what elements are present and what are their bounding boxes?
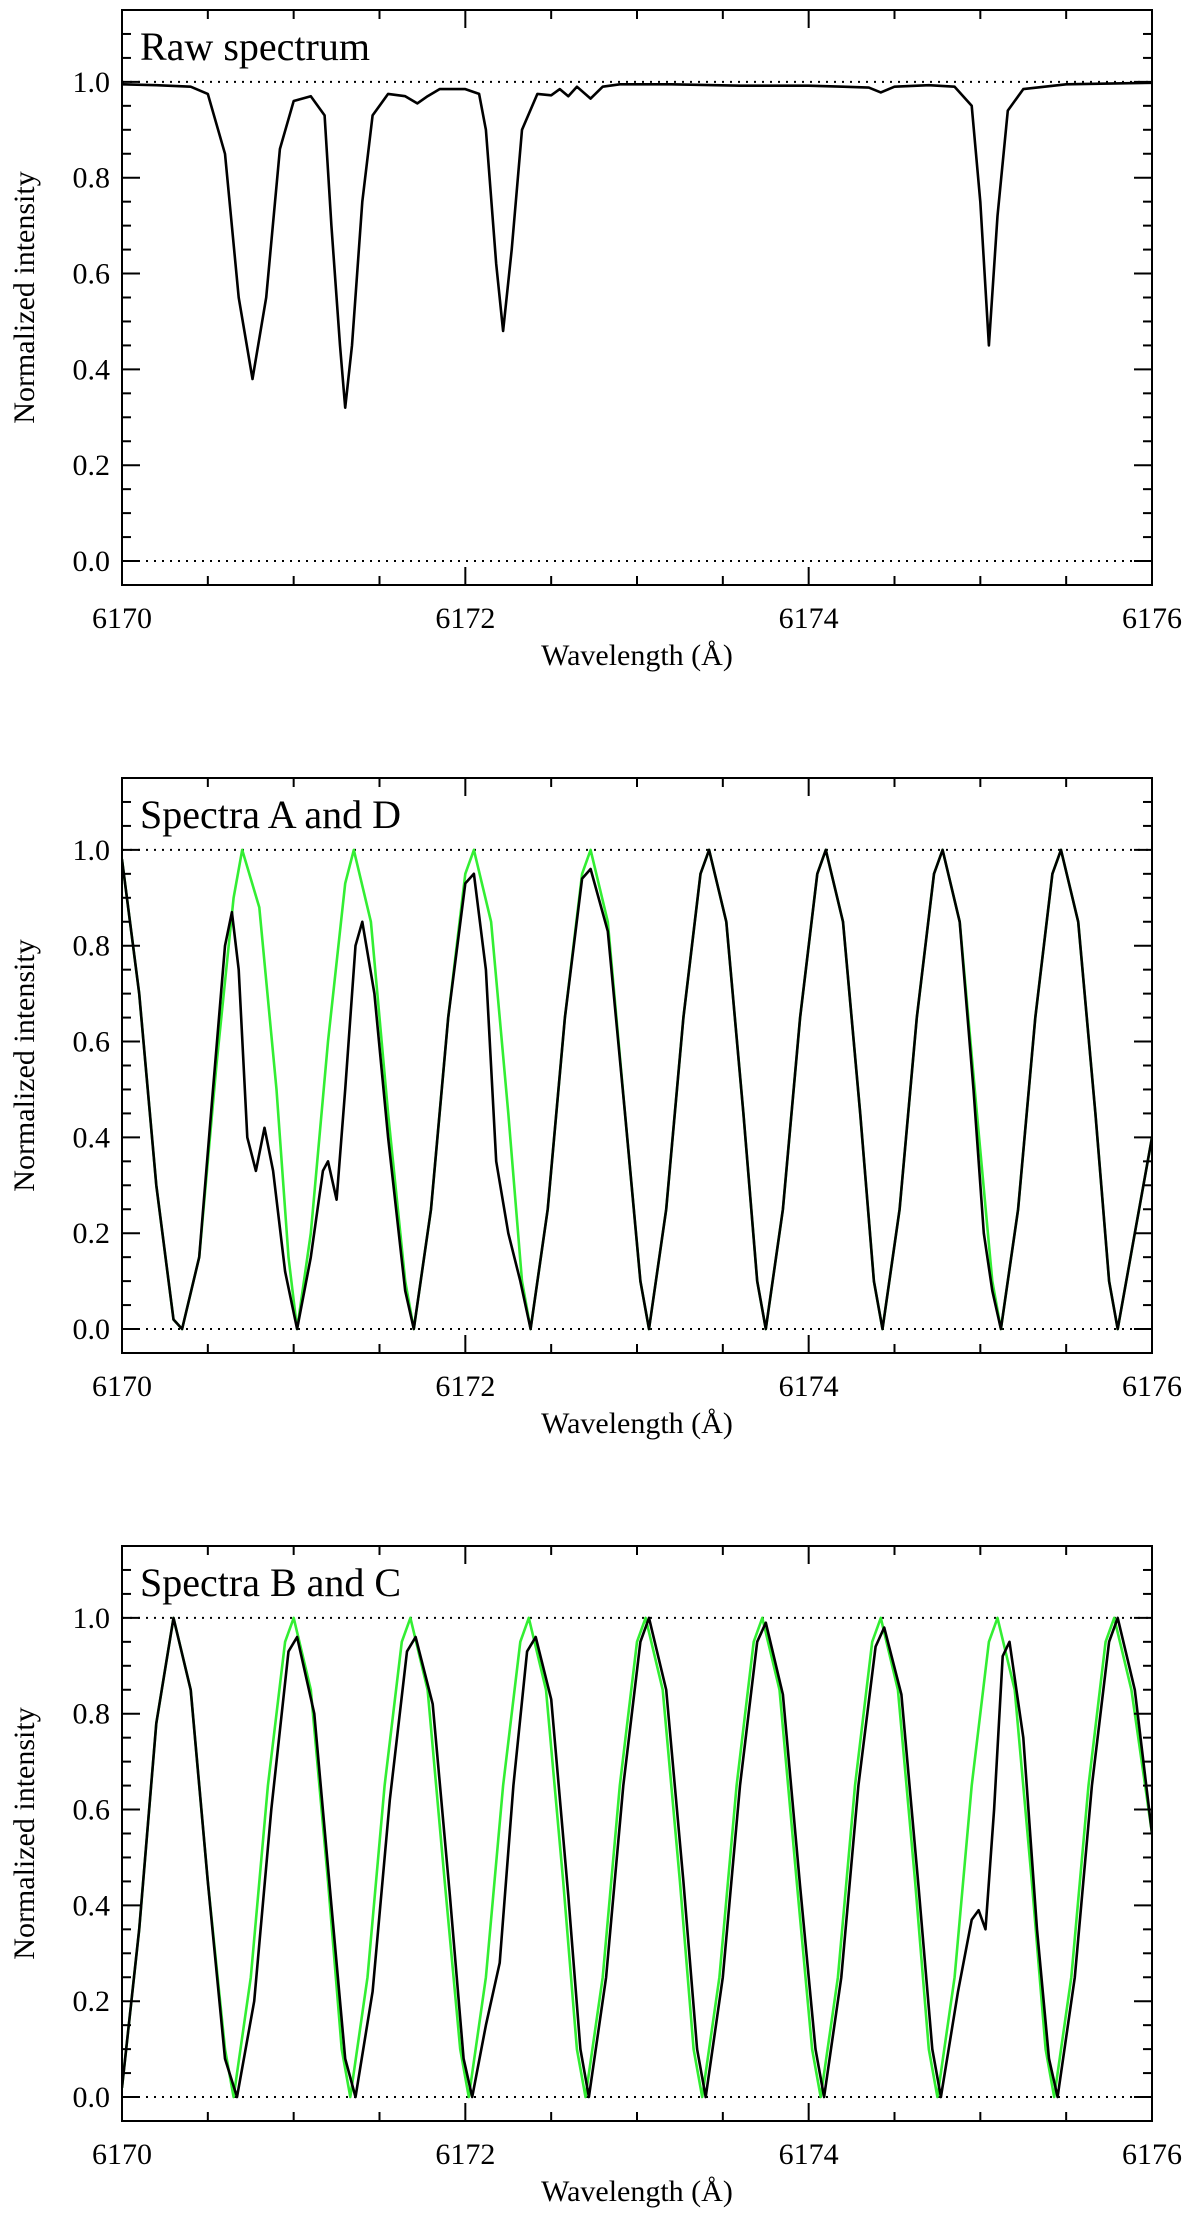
y-tick-label: 0.0 [73,2081,111,2114]
y-tick-label: 0.6 [73,1026,111,1059]
x-tick-label: 6176 [1122,602,1182,635]
y-axis-label: Normalized intensity [8,1707,41,1959]
y-tick-label: 0.6 [73,258,111,291]
x-tick-label: 6170 [92,602,152,635]
x-axis-label: Wavelength (Å) [541,2175,733,2208]
plot-frame [121,777,1153,1354]
y-axis-label: Normalized intensity [8,939,41,1191]
x-tick-label: 6174 [779,602,839,635]
series-line-black [122,848,1152,1331]
y-tick-label: 0.8 [73,162,111,195]
panel-raw-spectrum: 6170 6172 6174 6176 0.0 0.2 0.4 0.6 0.8 1.0 Wavele… [8,9,1182,672]
panel-spectra-a-and-d: 6170 6172 6174 6176 0.0 0.2 0.4 0.6 0.8 1.0 Wavele… [8,777,1182,1440]
y-tick-label: 0.0 [73,1313,111,1346]
y-tick-label: 0.8 [73,1698,111,1731]
x-tick-label: 6176 [1122,2138,1182,2171]
x-tick-label: 6176 [1122,1370,1182,1403]
x-tick-label: 6170 [92,2138,152,2171]
y-tick-label: 1.0 [73,1602,111,1635]
y-tick-label: 0.8 [73,930,111,963]
y-axis-label: Normalized intensity [8,171,41,423]
series-line-green [122,1616,1152,2099]
x-tick-label: 6172 [435,2138,495,2171]
x-tick-label: 6170 [92,1370,152,1403]
plot-frame [121,9,1153,586]
y-tick-label: 0.2 [73,1985,111,2018]
y-tick-label: 0.4 [73,1889,111,1922]
y-tick-label: 0.4 [73,353,111,386]
x-axis-label: Wavelength (Å) [541,639,733,672]
y-tick-label: 0.2 [73,1217,111,1250]
panel-spectra-b-and-c: 6170 6172 6174 6176 0.0 0.2 0.4 0.6 0.8 1.0 Wavele… [8,1545,1182,2208]
panel-title: Spectra A and D [140,792,401,837]
y-tick-label: 1.0 [73,66,111,99]
y-tick-label: 0.4 [73,1121,111,1154]
y-tick-label: 0.2 [73,449,111,482]
y-tick-label: 1.0 [73,834,111,867]
plot-frame [121,1545,1153,2122]
x-tick-label: 6172 [435,1370,495,1403]
x-tick-label: 6174 [779,2138,839,2171]
y-tick-label: 0.0 [73,545,111,578]
x-tick-label: 6172 [435,602,495,635]
x-tick-label: 6174 [779,1370,839,1403]
x-axis-label: Wavelength (Å) [541,1407,733,1440]
panel-title: Spectra B and C [140,1560,401,1605]
series-line-black [122,1616,1152,2099]
series-line-black [122,81,1152,409]
y-tick-label: 0.6 [73,1794,111,1827]
panel-title: Raw spectrum [140,24,370,69]
